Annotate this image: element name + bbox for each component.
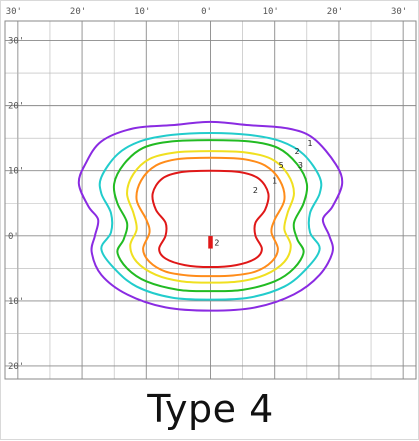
y-tick-label: 0' <box>8 232 19 242</box>
y-tick-label: 30' <box>8 37 24 47</box>
y-tick-label: 10' <box>8 167 24 177</box>
x-tick-label: 10' <box>263 7 279 17</box>
contour-line-5 <box>135 156 286 278</box>
x-tick-label: 30' <box>391 7 407 17</box>
x-tick-label: 20' <box>327 7 343 17</box>
center-marker-group <box>208 236 213 249</box>
contour-line-4 <box>126 150 295 284</box>
x-tick-label: 20' <box>70 7 86 17</box>
plot-border <box>4 20 417 380</box>
x-tick-label: 0' <box>201 7 212 17</box>
contour-value-label: 2 <box>214 239 219 248</box>
y-tick-label: 20' <box>8 362 24 372</box>
contour-line-2 <box>98 131 323 301</box>
contour-value-label: 1 <box>272 177 277 186</box>
contour-line-6 <box>151 169 270 269</box>
contour-value-label: 2 <box>295 147 300 156</box>
contour-line-3 <box>112 139 309 293</box>
x-tick-label: 10' <box>134 7 150 17</box>
y-tick-label: 10' <box>8 297 24 307</box>
center-marker <box>208 236 213 249</box>
y-tick-label: 20' <box>8 102 24 112</box>
chart-title: Type 4 <box>147 387 274 431</box>
x-tick-label: 30' <box>6 7 22 17</box>
contour-lines <box>77 120 344 312</box>
contour-value-label: 2 <box>253 186 258 195</box>
tick-labels: 30' 20' 10' 0' 10' 20' 30' 30' 20' 10' 0' 10' 20' <box>6 7 408 372</box>
grid <box>4 20 417 380</box>
contour-value-label: 3 <box>298 161 303 170</box>
contour-line-1 <box>77 120 344 312</box>
contour-value-label: 5 <box>279 161 284 170</box>
contour-value-label: 1 <box>307 139 312 148</box>
